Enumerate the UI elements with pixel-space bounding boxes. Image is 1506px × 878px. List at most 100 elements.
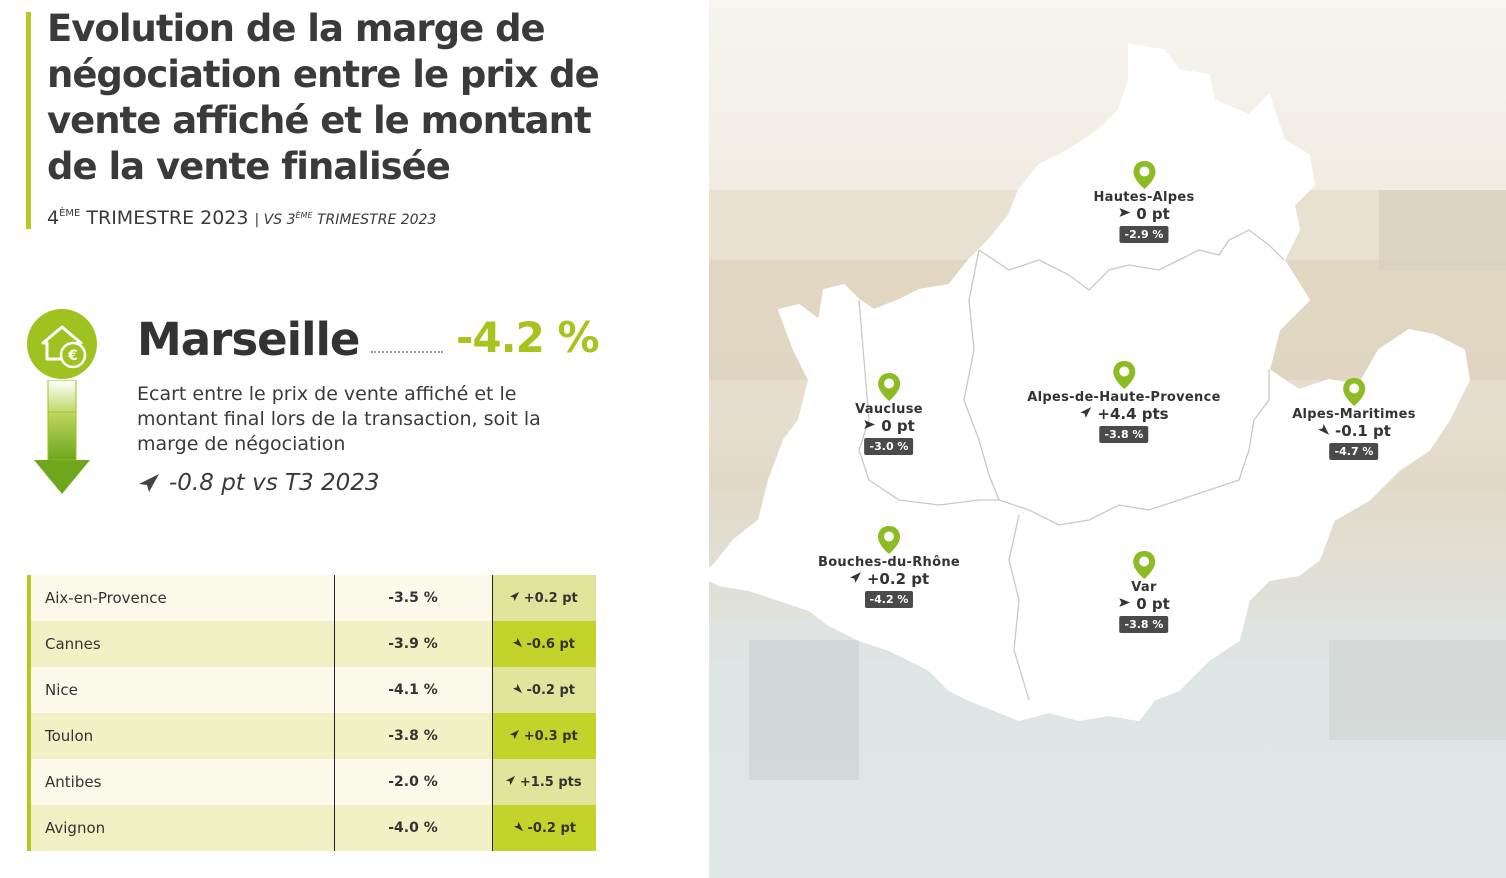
house-euro-icon: € xyxy=(27,309,97,379)
map-pin-icon xyxy=(1132,551,1155,579)
table-row: Antibes -2.0 % +1.5 pts xyxy=(27,759,596,805)
table-row: Nice -4.1 % -0.2 pt xyxy=(27,667,596,713)
left-panel: Evolution de la marge de négociation ent… xyxy=(0,0,709,878)
city-name-cell: Cannes xyxy=(27,621,334,667)
city-name-cell: Toulon xyxy=(27,713,334,759)
down-trend-arrow-icon xyxy=(34,380,90,494)
city-value-cell: -3.8 % xyxy=(333,713,493,759)
city-evolution-cell: -0.6 pt xyxy=(492,621,596,667)
city-name-cell: Aix-en-Provence xyxy=(27,575,334,621)
city-evolution-text: +0.3 pt xyxy=(523,728,578,744)
dotted-leader xyxy=(371,351,443,353)
trend-up-icon xyxy=(509,591,520,606)
department-marker: Vaucluse 0 pt -3.0 % xyxy=(855,372,923,455)
department-name: Hautes-Alpes xyxy=(1093,190,1195,205)
department-evolution-text: 0 pt xyxy=(881,417,915,435)
map-pin-icon xyxy=(878,526,900,554)
department-evolution: -0.1 pt xyxy=(1292,422,1416,440)
department-evolution: +4.4 pts xyxy=(1027,405,1220,423)
department-evolution-text: +0.2 pt xyxy=(866,570,930,588)
city-evolution-text: +1.5 pts xyxy=(519,774,582,790)
department-name: Bouches-du-Rhône xyxy=(817,555,961,570)
city-name-cell: Avignon xyxy=(27,805,334,851)
trend-up-icon xyxy=(505,775,516,790)
map-pin-icon xyxy=(1343,378,1365,406)
city-evolution-cell: +1.5 pts xyxy=(492,759,596,805)
city-evolution-cell: +0.3 pt xyxy=(492,713,596,759)
city-value-cell: -4.1 % xyxy=(333,667,493,713)
trend-down-icon xyxy=(512,637,523,652)
main-city-value: -4.2 % xyxy=(456,313,600,362)
city-name-cell: Nice xyxy=(27,667,334,713)
department-evolution-text: +4.4 pts xyxy=(1097,405,1169,423)
svg-text:€: € xyxy=(67,348,78,364)
department-marker: Alpes-Maritimes -0.1 pt -4.7 % xyxy=(1292,377,1416,460)
department-evolution: 0 pt xyxy=(1093,205,1194,223)
table-row: Toulon -3.8 % +0.3 pt xyxy=(27,713,596,759)
city-evolution-cell: -0.2 pt xyxy=(492,805,596,851)
compare-sup: ÈME xyxy=(295,211,313,220)
city-evolution-cell: +0.2 pt xyxy=(492,575,596,621)
department-evolution-text: 0 pt xyxy=(1136,205,1170,223)
city-value-cell: -4.0 % xyxy=(333,805,493,851)
main-evolution-text: -0.8 pt vs T3 2023 xyxy=(169,470,380,496)
department-evolution-text: -0.1 pt xyxy=(1335,422,1391,440)
department-marker: Var 0 pt -3.8 % xyxy=(1118,550,1170,633)
period-sup: ÈME xyxy=(59,208,81,219)
period-prefix: 4 xyxy=(47,207,60,229)
trend-down-icon xyxy=(512,683,523,698)
map-background xyxy=(709,43,1506,878)
city-name-cell: Antibes xyxy=(27,759,334,805)
department-evolution-text: 0 pt xyxy=(1136,595,1170,613)
department-name: Alpes-Maritimes xyxy=(1292,407,1416,422)
department-marker: Alpes-de-Haute-Provence +4.4 pts -3.8 % xyxy=(1027,360,1220,443)
trend-down-icon xyxy=(1317,422,1330,440)
department-marker: Bouches-du-Rhône +0.2 pt -4.2 % xyxy=(818,525,960,608)
compare-prefix: | VS 3 xyxy=(254,212,296,228)
department-marker: Hautes-Alpes 0 pt -2.9 % xyxy=(1093,160,1194,243)
department-value-badge: -2.9 % xyxy=(1119,226,1169,243)
department-value-badge: -4.2 % xyxy=(864,591,914,608)
table-row: Aix-en-Provence -3.5 % +0.2 pt xyxy=(27,575,596,621)
department-evolution: 0 pt xyxy=(855,417,923,435)
department-evolution: 0 pt xyxy=(1118,595,1170,613)
city-evolution-text: +0.2 pt xyxy=(523,590,578,606)
trend-flat-icon xyxy=(1118,595,1131,613)
region-map: Hautes-Alpes 0 pt -2.9 % Alpes-de-Haute-Pro… xyxy=(709,0,1506,878)
main-city-name: Marseille xyxy=(137,313,360,366)
map-pin-icon xyxy=(1113,361,1135,389)
trend-flat-icon xyxy=(1118,205,1131,223)
department-value-badge: -3.8 % xyxy=(1119,616,1169,633)
down-right-arrow-icon xyxy=(139,474,159,492)
trend-down-icon xyxy=(513,821,524,836)
city-evolution-text: -0.2 pt xyxy=(527,820,576,836)
table-row: Cannes -3.9 % -0.6 pt xyxy=(27,621,596,667)
department-name: Alpes-de-Haute-Provence xyxy=(1027,390,1221,405)
department-value-badge: -3.0 % xyxy=(864,438,914,455)
compare-suffix: TRIMESTRE 2023 xyxy=(312,212,437,228)
trend-up-icon xyxy=(509,729,520,744)
map-pin-icon xyxy=(878,373,900,401)
department-value-badge: -4.7 % xyxy=(1329,443,1379,460)
page-title: Evolution de la marge de négociation ent… xyxy=(47,7,600,188)
city-value-cell: -3.5 % xyxy=(333,575,493,621)
city-value-cell: -2.0 % xyxy=(333,759,493,805)
city-value-cell: -3.9 % xyxy=(333,621,493,667)
cities-table: Aix-en-Provence -3.5 % +0.2 pt Cannes -3.9 %… xyxy=(27,575,598,851)
trend-up-icon xyxy=(849,570,862,588)
region-shape xyxy=(709,43,1471,722)
department-name: Vaucluse xyxy=(855,402,923,417)
metric-description: Ecart entre le prix de vente affiché et … xyxy=(137,383,541,455)
compare-period: | VS 3ÈME TRIMESTRE 2023 xyxy=(254,211,437,228)
trend-up-icon xyxy=(1079,405,1092,423)
map-pin-icon xyxy=(1133,161,1155,189)
trend-flat-icon xyxy=(863,417,876,435)
title-accent-bar xyxy=(26,12,31,229)
department-name: Var xyxy=(1131,580,1157,595)
city-evolution-cell: -0.2 pt xyxy=(492,667,596,713)
city-evolution-text: -0.2 pt xyxy=(526,682,575,698)
city-evolution-text: -0.6 pt xyxy=(526,636,575,652)
main-evolution: -0.8 pt vs T3 2023 xyxy=(137,470,380,496)
period-subtitle: 4ÈME TRIMESTRE 2023 | VS 3ÈME TRIMESTRE 2… xyxy=(47,207,436,229)
period-suffix: TRIMESTRE 2023 xyxy=(80,207,249,229)
